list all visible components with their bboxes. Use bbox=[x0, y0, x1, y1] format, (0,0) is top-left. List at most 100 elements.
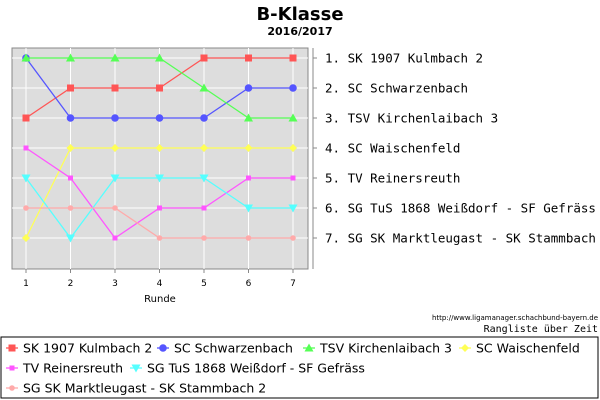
data-point bbox=[66, 114, 75, 122]
data-point bbox=[245, 54, 252, 62]
series bbox=[22, 54, 297, 122]
x-tick-label: 5 bbox=[201, 279, 207, 289]
data-point bbox=[199, 83, 209, 92]
series bbox=[22, 144, 297, 242]
data-point bbox=[245, 235, 252, 241]
data-point bbox=[200, 54, 208, 62]
data-point bbox=[22, 234, 30, 242]
data-point bbox=[67, 84, 74, 92]
legend-label: SG SK Marktleugast - SK Stammbach 2 bbox=[23, 381, 266, 396]
series bbox=[21, 174, 298, 243]
legend-swatch-marker bbox=[131, 364, 141, 373]
data-point bbox=[288, 113, 298, 122]
rank-label: 4. SC Waischenfeld bbox=[325, 141, 460, 156]
legend-label: TSV Kirchenlaibach 3 bbox=[319, 341, 452, 356]
data-point bbox=[111, 144, 119, 152]
data-point bbox=[201, 235, 207, 241]
legend-box bbox=[0, 336, 599, 399]
data-point bbox=[68, 175, 73, 181]
source-url: http://www.ligamanager.schachbund-bayern… bbox=[432, 314, 598, 322]
data-point bbox=[290, 235, 296, 241]
data-point bbox=[244, 113, 253, 122]
legend-item: SG SK Marktleugast - SK Stammbach 2 bbox=[6, 381, 266, 396]
x-tick-label: 4 bbox=[157, 279, 163, 289]
x-tick-label: 1 bbox=[23, 279, 29, 289]
legend-label: TV Reinersreuth bbox=[22, 361, 123, 376]
data-point bbox=[23, 145, 29, 151]
data-point bbox=[155, 144, 164, 152]
series bbox=[21, 53, 298, 122]
legend-swatch-marker bbox=[8, 344, 16, 352]
legend-label: SK 1907 Kulmbach 2 bbox=[23, 341, 152, 356]
data-point bbox=[110, 53, 120, 62]
x-tick-label: 7 bbox=[290, 279, 296, 289]
legend-label: SG TuS 1868 Weißdorf - SF Gefräss bbox=[147, 361, 365, 376]
legend-swatch-marker bbox=[9, 365, 15, 371]
data-point bbox=[157, 205, 162, 211]
x-tick-label: 6 bbox=[246, 279, 252, 289]
legend-label: SC Waischenfeld bbox=[476, 341, 580, 356]
chart-subtitle: 2016/2017 bbox=[267, 25, 332, 38]
series-layer bbox=[21, 53, 298, 243]
data-point bbox=[201, 205, 207, 211]
rank-label: 3. TSV Kirchenlaibach 3 bbox=[325, 111, 498, 126]
legend-swatch-marker bbox=[304, 343, 314, 352]
rank-label: 6. SG TuS 1868 Weißdorf - SF Gefräss bbox=[325, 201, 596, 216]
x-axis-label: Runde bbox=[144, 294, 176, 305]
data-point bbox=[289, 54, 297, 62]
rank-labels: 1. SK 1907 Kulmbach 2 2. SC Schwarzenbach… bbox=[313, 51, 600, 246]
data-point bbox=[66, 144, 75, 152]
rank-label: 5. TV Reinersreuth bbox=[325, 171, 460, 186]
data-point bbox=[155, 53, 164, 62]
rank-label: 7. SG SK Marktleugast - SK Stammbach 2 bbox=[325, 231, 600, 246]
data-point bbox=[21, 53, 31, 62]
data-point bbox=[290, 175, 296, 181]
x-tick-label: 2 bbox=[68, 279, 74, 289]
legend-swatch-marker bbox=[461, 344, 469, 352]
data-point bbox=[111, 84, 119, 92]
data-point bbox=[200, 114, 208, 122]
data-point bbox=[22, 114, 30, 122]
data-point bbox=[67, 205, 74, 211]
x-tick-label: 3 bbox=[112, 279, 118, 289]
data-point bbox=[156, 235, 163, 241]
legend-item: TSV Kirchenlaibach 3 bbox=[303, 341, 452, 356]
data-point bbox=[110, 174, 120, 183]
chart-caption: Rangliste über Zeit bbox=[484, 324, 598, 335]
data-point bbox=[155, 114, 164, 122]
data-point bbox=[289, 84, 297, 92]
data-point bbox=[244, 144, 253, 152]
x-ticks: 1 2 3 4 5 6 7 bbox=[23, 269, 296, 289]
data-point bbox=[199, 174, 209, 183]
legend: SK 1907 Kulmbach 2 SC Schwarzenbach TSV Ki… bbox=[6, 341, 580, 396]
legend-item: SG TuS 1868 Weißdorf - SF Gefräss bbox=[130, 361, 365, 376]
data-point bbox=[155, 174, 164, 183]
data-point bbox=[289, 144, 297, 152]
legend-label: SC Schwarzenbach bbox=[174, 341, 293, 356]
legend-swatch-marker bbox=[159, 344, 167, 352]
data-point bbox=[112, 235, 118, 241]
data-point bbox=[246, 175, 251, 181]
data-point bbox=[244, 204, 253, 213]
data-point bbox=[23, 205, 29, 211]
data-point bbox=[288, 204, 298, 213]
data-point bbox=[244, 84, 253, 92]
chart-title: B-Klasse bbox=[256, 4, 343, 25]
legend-item: SC Waischenfeld bbox=[459, 341, 580, 356]
data-point bbox=[200, 144, 208, 152]
legend-item: TV Reinersreuth bbox=[6, 361, 123, 376]
rank-label: 2. SC Schwarzenbach bbox=[325, 81, 468, 96]
data-point bbox=[156, 84, 163, 92]
rank-label: 1. SK 1907 Kulmbach 2 bbox=[325, 51, 483, 66]
data-point bbox=[111, 114, 119, 122]
series bbox=[23, 205, 296, 241]
legend-item: SC Schwarzenbach bbox=[157, 341, 293, 356]
legend-item: SK 1907 Kulmbach 2 bbox=[6, 341, 152, 356]
data-point bbox=[21, 174, 31, 183]
legend-swatch-marker bbox=[9, 385, 15, 391]
data-point bbox=[66, 234, 75, 243]
data-point bbox=[66, 53, 75, 62]
series bbox=[23, 145, 296, 241]
data-point bbox=[112, 205, 118, 211]
